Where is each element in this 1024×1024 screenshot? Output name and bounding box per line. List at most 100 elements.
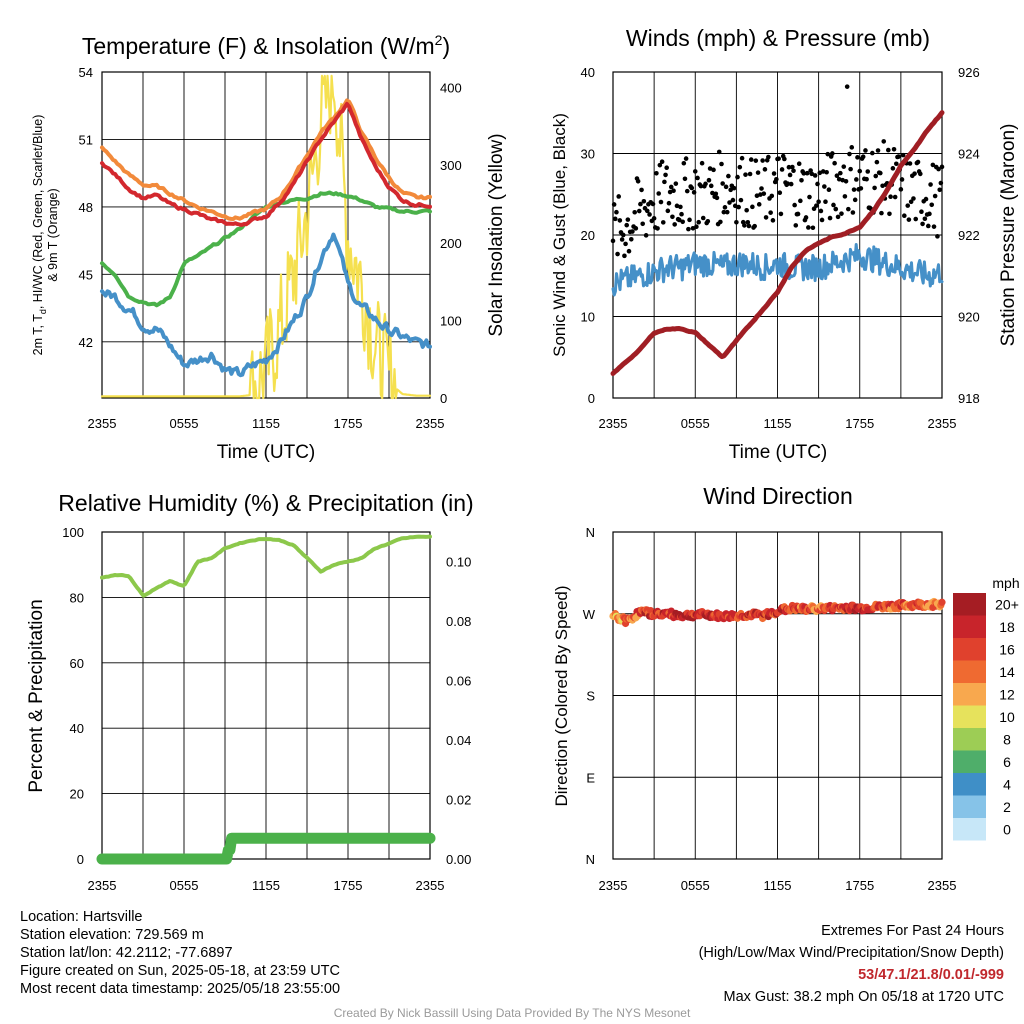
rh-ylabel: Percent & Precipitation xyxy=(26,599,47,792)
rh-y2tick-label: 0.00 xyxy=(446,852,471,867)
gust-point xyxy=(760,158,765,163)
temp-xtick-label: 2355 xyxy=(88,416,117,431)
gust-point xyxy=(920,221,925,227)
gust-point xyxy=(615,251,620,257)
rh-y2tick-label: 0.02 xyxy=(446,793,471,808)
legend-swatch xyxy=(953,615,986,638)
gust-point xyxy=(678,204,683,210)
gust-point xyxy=(899,177,905,182)
rh-xtick-label: 0555 xyxy=(170,878,199,893)
gust-point xyxy=(744,207,749,213)
gust-point xyxy=(814,203,819,208)
gust-point xyxy=(854,177,859,182)
gust-point xyxy=(728,187,733,193)
gust-point xyxy=(614,209,619,215)
gust-point xyxy=(931,224,937,229)
gust-point xyxy=(878,170,883,176)
gust-point xyxy=(875,148,881,153)
gust-point xyxy=(690,225,696,231)
gust-point xyxy=(779,167,785,172)
gust-point xyxy=(687,217,692,223)
gust-point xyxy=(930,162,936,168)
gust-point xyxy=(879,210,884,216)
rh-ytick-label: 40 xyxy=(70,721,84,736)
station-pressure-line xyxy=(610,110,945,376)
temp-ylabel-line2: & 9m T (Orange) xyxy=(46,188,60,281)
gust-point xyxy=(896,154,901,159)
gust-point xyxy=(755,170,761,175)
gust-point xyxy=(718,219,723,225)
legend-swatch xyxy=(953,683,986,706)
gust-point xyxy=(846,206,851,212)
temp-y2tick-label: 100 xyxy=(440,313,462,328)
gust-point xyxy=(774,176,779,182)
rh-y2tick-label: 0.04 xyxy=(446,733,471,748)
legend-label: 8 xyxy=(1003,731,1011,747)
gust-point xyxy=(727,200,732,205)
gust-point xyxy=(647,212,652,217)
gust-point xyxy=(617,218,623,223)
gust-point xyxy=(804,170,810,176)
gust-point xyxy=(658,199,664,205)
gust-point xyxy=(795,211,801,217)
gust-point xyxy=(719,161,724,167)
gust-point xyxy=(810,225,816,231)
station-info: Location: Hartsville Station elevation: … xyxy=(20,908,340,998)
legend-label: 12 xyxy=(999,686,1015,702)
legend-label: 14 xyxy=(999,664,1015,680)
gust-point xyxy=(827,215,833,221)
gust-point xyxy=(743,172,748,177)
temp-title: Temperature (F) & Insolation (W/m2) xyxy=(82,32,450,59)
gust-point xyxy=(838,170,843,176)
gust-point xyxy=(671,188,676,193)
direction-point xyxy=(938,598,946,606)
gust-point xyxy=(680,219,685,225)
wind-ytick-label: 20 xyxy=(581,228,595,243)
temp-y2tick-label: 300 xyxy=(440,158,462,173)
gust-point xyxy=(710,190,715,196)
gust-point xyxy=(633,226,639,231)
gust-point xyxy=(722,205,728,210)
gust-point xyxy=(705,219,711,224)
direction-points xyxy=(609,597,946,628)
gust-point xyxy=(852,197,858,203)
gust-point xyxy=(610,238,616,244)
gust-point xyxy=(777,190,783,196)
gust-point xyxy=(864,176,869,182)
gust-point xyxy=(641,198,647,204)
gust-point xyxy=(787,172,793,178)
gust-point xyxy=(858,186,864,191)
gust-point xyxy=(756,202,762,207)
legend-swatch xyxy=(953,660,986,683)
gust-point xyxy=(832,160,837,166)
gust-point xyxy=(912,171,917,176)
gust-point xyxy=(682,176,688,182)
gust-point xyxy=(891,146,897,152)
gust-point xyxy=(798,198,803,204)
temp-xlabel: Time (UTC) xyxy=(217,442,316,463)
gust-point xyxy=(695,175,700,181)
gust-point xyxy=(841,164,847,169)
rh-title: Relative Humidity (%) & Precipitation (i… xyxy=(58,490,473,516)
gust-point xyxy=(900,152,906,158)
gust-point xyxy=(786,164,792,170)
gust-point xyxy=(843,178,849,184)
gust-point xyxy=(644,208,650,214)
gust-point xyxy=(745,219,751,225)
gust-point xyxy=(938,180,944,186)
gust-point xyxy=(657,162,663,168)
gust-point xyxy=(809,171,815,177)
gust-point xyxy=(625,217,631,222)
gust-point xyxy=(624,222,630,228)
gust-point xyxy=(842,194,848,199)
rh-xtick-label: 1755 xyxy=(334,878,363,893)
gust-point xyxy=(822,184,827,189)
legend-swatch xyxy=(953,705,986,728)
gust-point xyxy=(850,210,856,215)
gust-point xyxy=(886,147,891,153)
gust-point xyxy=(770,218,776,223)
gust-point xyxy=(750,204,755,210)
rh-y2tick-label: 0.08 xyxy=(446,614,471,629)
gust-point xyxy=(919,209,924,214)
rh-ytick-label: 20 xyxy=(70,787,84,802)
